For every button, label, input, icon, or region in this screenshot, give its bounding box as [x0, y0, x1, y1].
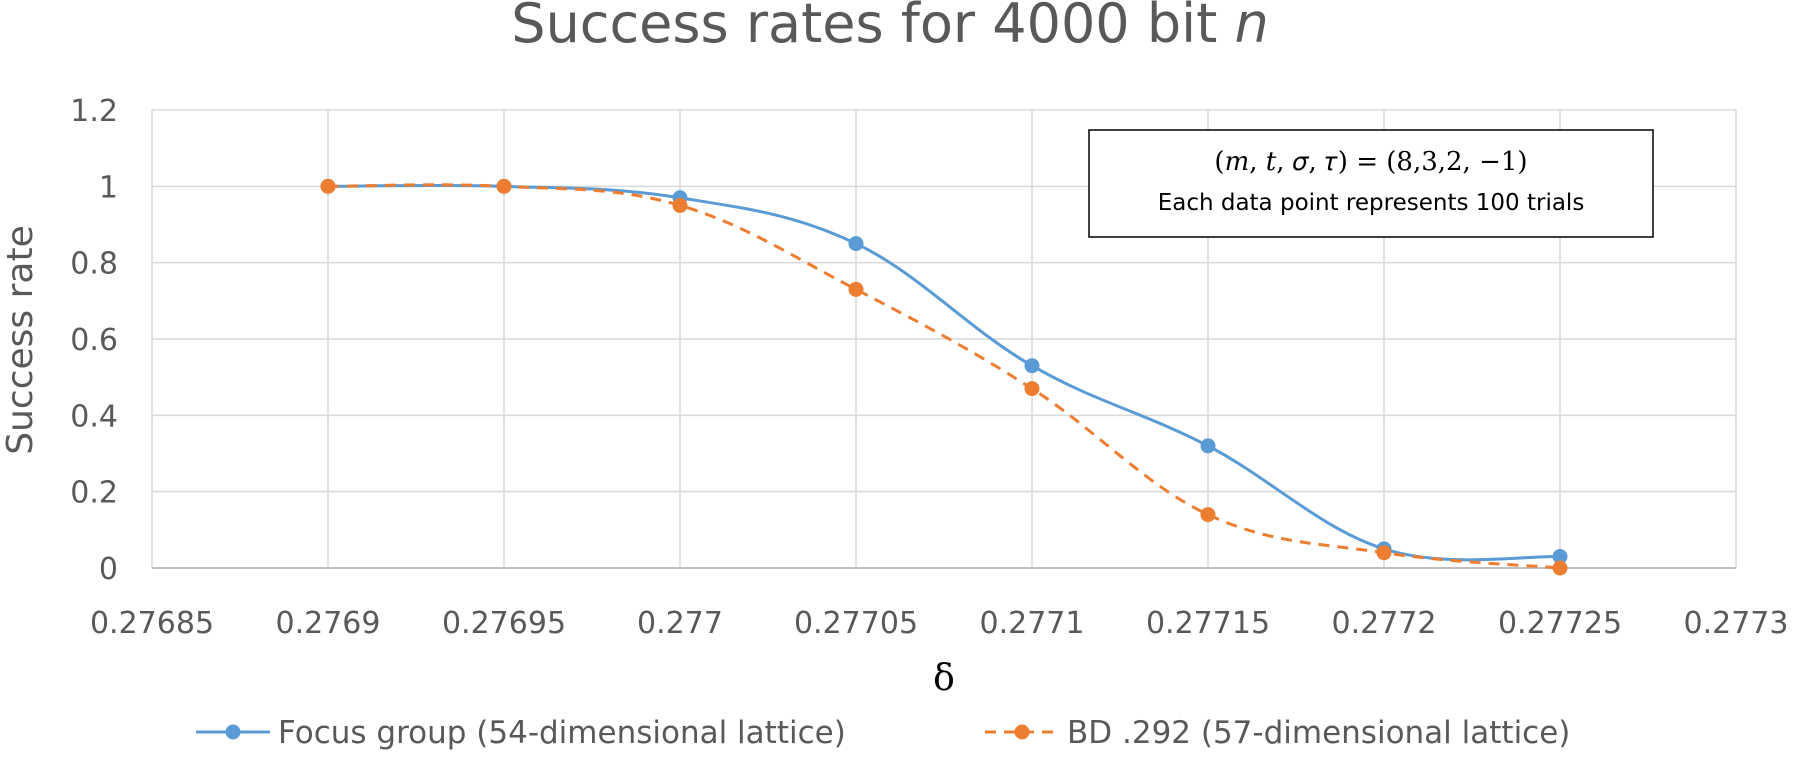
data-point: [1376, 545, 1392, 561]
legend-swatch-marker: [225, 724, 241, 740]
annotation-params: (𝑚, 𝑡, 𝜎, 𝜏) = (8,3,2, −1): [1214, 147, 1527, 177]
data-point: [672, 197, 688, 213]
y-tick-label: 0.6: [70, 323, 118, 358]
data-point: [1200, 507, 1216, 523]
x-tick-labels: 0.27685 0.2769 0.27695 0.277 0.27705 0.2771 0.…: [90, 606, 1789, 641]
data-point: [848, 281, 864, 297]
series-2: [320, 178, 1568, 576]
chart-title-italic: n: [1234, 0, 1268, 55]
y-axis-title: Success rate: [0, 225, 41, 454]
data-point: [1024, 381, 1040, 397]
legend-item-1: Focus group (54-dimensional lattice): [196, 715, 846, 751]
x-tick-label: 0.27695: [442, 606, 566, 641]
annotation-frame: [1088, 129, 1654, 238]
data-point: [1552, 549, 1568, 565]
chart-title: Success rates for 4000 bit n: [511, 0, 1268, 55]
data-point: [1024, 358, 1040, 374]
x-tick-label: 0.277: [637, 606, 723, 641]
x-tick-label: 0.2771: [980, 606, 1085, 641]
legend-label: BD .292 (57-dimensional lattice): [1067, 715, 1570, 751]
x-tick-label: 0.27705: [794, 606, 918, 641]
y-tick-label: 0.4: [70, 399, 118, 434]
chart-title-main: Success rates for 4000 bit: [511, 0, 1234, 55]
series-line: [327, 183, 1561, 562]
x-tick-label: 0.27715: [1146, 606, 1270, 641]
data-point: [320, 178, 336, 194]
data-point: [496, 178, 512, 194]
legend-item-2: BD .292 (57-dimensional lattice): [985, 715, 1570, 751]
x-tick-label: 0.2772: [1332, 606, 1437, 641]
y-tick-label: 0.2: [70, 476, 118, 511]
x-tick-label: 0.27725: [1498, 606, 1622, 641]
series-line: [327, 183, 1561, 570]
y-tick-label: 1.2: [70, 94, 118, 129]
x-tick-label: 0.2769: [276, 606, 381, 641]
legend: Focus group (54-dimensional lattice) BD .…: [196, 715, 1570, 751]
x-tick-label: 0.27685: [90, 606, 214, 641]
x-tick-label: 0.2773: [1684, 606, 1789, 641]
annotation-note: Each data point represents 100 trials: [1158, 190, 1585, 216]
legend-label: Focus group (54-dimensional lattice): [278, 715, 846, 751]
y-tick-label: 0: [99, 552, 118, 587]
y-tick-label: 1: [99, 170, 118, 205]
legend-swatch-marker: [1014, 724, 1030, 740]
data-point: [848, 236, 864, 252]
annotation-box: (𝑚, 𝑡, 𝜎, 𝜏) = (8,3,2, −1) Each data poi…: [1088, 129, 1654, 238]
y-tick-labels: 0 0.2 0.4 0.6 0.8 1 1.2: [70, 94, 118, 587]
series-group: [320, 178, 1568, 576]
y-tick-label: 0.8: [70, 247, 118, 282]
data-point: [1200, 438, 1216, 454]
data-point: [1552, 560, 1568, 576]
x-axis-title: δ: [933, 658, 955, 699]
